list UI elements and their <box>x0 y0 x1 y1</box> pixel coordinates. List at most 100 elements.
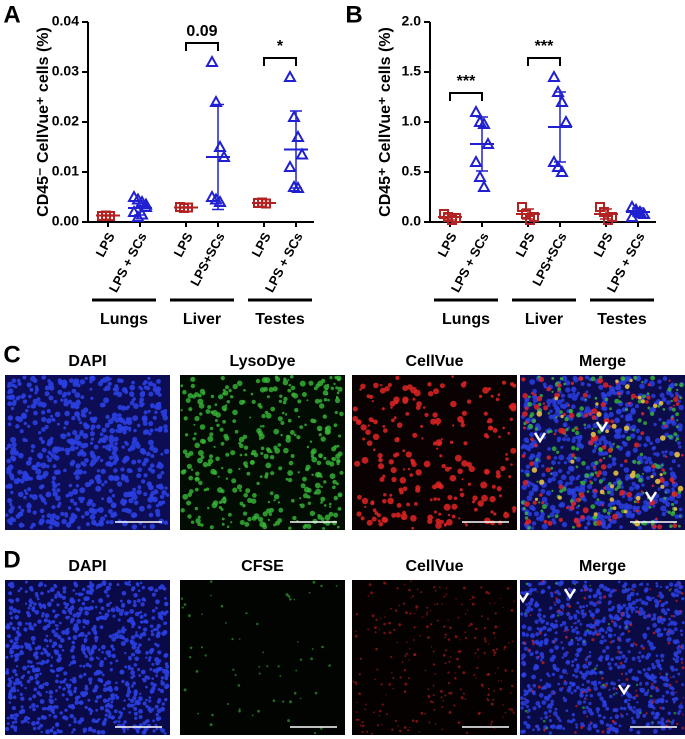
cell-signal <box>618 503 625 510</box>
cell-signal <box>391 418 395 423</box>
cell-signal <box>556 724 561 729</box>
cell-signal <box>19 429 24 434</box>
cell-signal <box>561 487 567 492</box>
cell-signal <box>597 429 602 434</box>
cell-signal <box>159 584 165 590</box>
cell-signal <box>457 468 463 475</box>
cell-signal <box>511 669 514 672</box>
cell-signal <box>75 592 78 596</box>
cell-signal <box>558 390 562 394</box>
cell-signal <box>574 668 579 673</box>
cell-signal <box>426 625 429 629</box>
cell-signal <box>438 512 442 516</box>
cell-signal <box>157 650 162 655</box>
cell-signal <box>141 479 146 484</box>
cell-signal <box>152 729 156 733</box>
cell-signal <box>443 503 451 511</box>
cell-signal <box>560 414 564 419</box>
cell-signal <box>570 625 574 629</box>
cell-signal <box>5 671 9 675</box>
cell-signal <box>278 507 284 513</box>
cell-signal <box>263 453 269 459</box>
cell-signal <box>150 444 155 449</box>
cell-signal <box>147 376 151 380</box>
cell-signal <box>571 664 574 667</box>
cell-signal <box>675 394 678 398</box>
cell-signal <box>8 606 14 611</box>
cell-signal <box>550 504 556 511</box>
cell-signal <box>9 449 16 456</box>
cell-signal <box>527 715 531 719</box>
cell-signal <box>438 586 441 589</box>
cell-signal <box>466 609 469 611</box>
cell-signal <box>536 641 540 646</box>
cell-signal <box>672 404 675 407</box>
cell-signal <box>422 406 426 409</box>
cell-signal <box>290 454 295 458</box>
cell-signal <box>523 697 527 701</box>
cell-signal <box>402 449 406 453</box>
cell-signal <box>583 423 587 427</box>
cell-signal <box>106 603 111 607</box>
cell-signal <box>315 471 321 478</box>
cell-signal <box>310 450 316 456</box>
cell-signal <box>303 486 310 493</box>
cell-signal <box>156 717 160 722</box>
cell-signal <box>39 606 43 609</box>
cell-signal <box>616 445 620 449</box>
cell-signal <box>104 704 108 708</box>
cell-signal <box>597 713 602 718</box>
cell-signal <box>131 644 137 650</box>
cell-signal <box>41 612 45 616</box>
cell-signal <box>216 423 220 427</box>
cell-signal <box>16 641 19 644</box>
cell-signal <box>142 627 148 632</box>
cell-signal <box>587 726 592 731</box>
cell-signal <box>563 679 567 683</box>
cell-signal <box>532 683 537 688</box>
cell-signal <box>144 619 149 624</box>
cell-signal <box>662 602 666 606</box>
data-point <box>469 104 483 117</box>
cell-signal <box>57 653 61 658</box>
cell-signal <box>86 501 92 507</box>
cell-signal <box>634 643 638 647</box>
cell-signal <box>115 695 120 700</box>
cell-signal <box>87 698 91 702</box>
cell-signal <box>613 693 616 696</box>
cell-signal <box>89 514 96 520</box>
cell-signal <box>12 668 17 674</box>
cell-signal <box>628 638 631 641</box>
cell-signal <box>370 591 373 595</box>
cell-signal <box>136 583 140 587</box>
cell-signal <box>121 591 127 596</box>
cell-signal <box>6 443 12 449</box>
cell-signal <box>659 599 662 603</box>
cell-signal <box>583 632 587 637</box>
cell-signal <box>557 682 561 686</box>
cell-signal <box>669 393 675 398</box>
cell-signal <box>103 589 108 594</box>
cell-signal <box>487 673 491 676</box>
cell-signal <box>8 695 13 700</box>
cell-signal <box>488 643 490 645</box>
cell-signal <box>668 451 674 456</box>
cell-signal <box>627 496 633 502</box>
cell-signal <box>601 445 607 450</box>
cell-signal <box>19 478 25 484</box>
cell-signal <box>612 686 616 690</box>
cell-signal <box>45 519 51 524</box>
cell-signal <box>121 387 128 393</box>
cell-signal <box>652 613 657 617</box>
cell-signal <box>527 583 532 587</box>
cell-signal <box>611 727 617 732</box>
cell-signal <box>534 393 537 397</box>
cell-signal <box>509 707 511 709</box>
cell-signal <box>34 391 38 395</box>
cell-signal <box>598 595 603 600</box>
cell-signal <box>391 672 393 674</box>
cell-signal <box>483 627 487 630</box>
cell-signal <box>675 691 678 694</box>
cell-signal <box>45 729 50 735</box>
cell-signal <box>609 497 614 502</box>
